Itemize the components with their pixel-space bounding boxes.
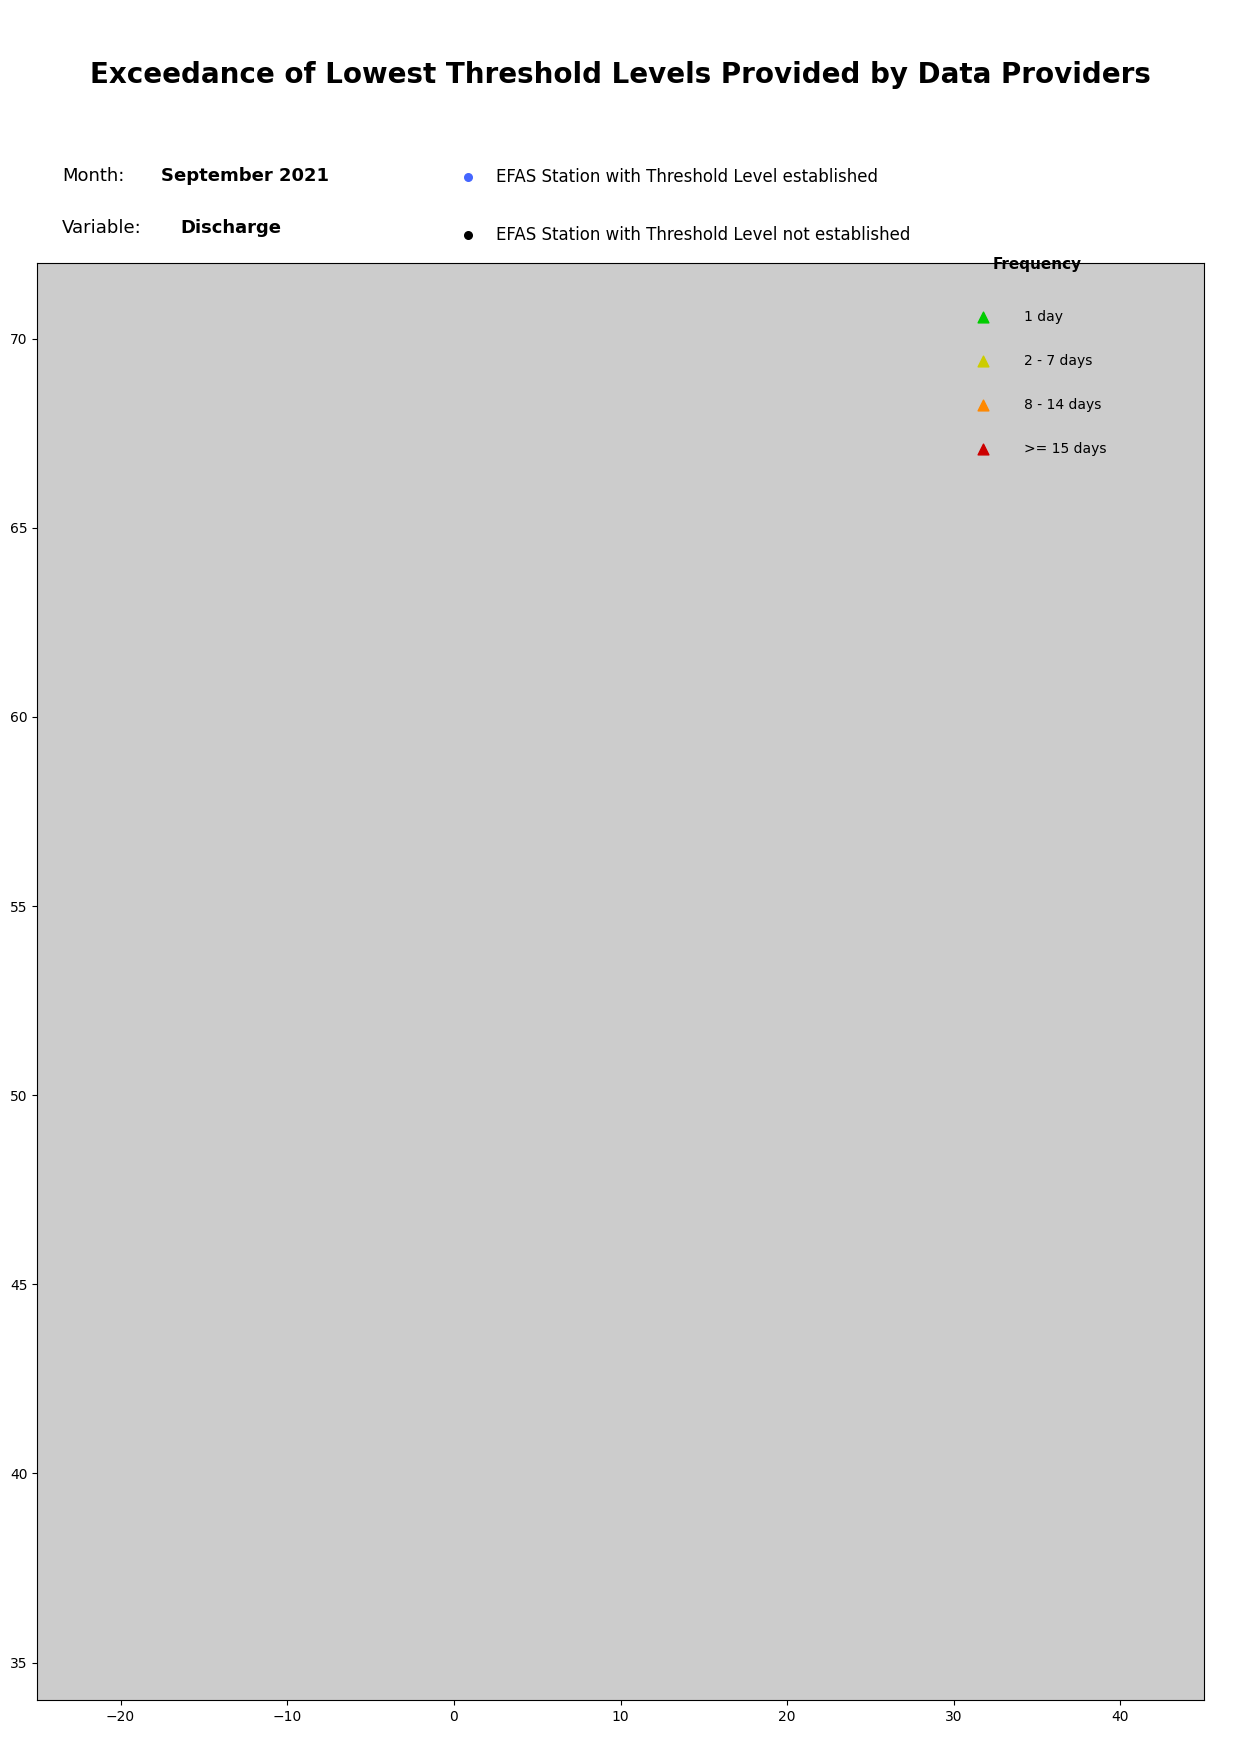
Point <box>459 163 479 191</box>
Text: Discharge: Discharge <box>180 219 280 237</box>
Point <box>973 303 993 331</box>
Text: EFAS Station with Threshold Level established: EFAS Station with Threshold Level establ… <box>496 168 879 186</box>
Text: Exceedance of Lowest Threshold Levels Provided by Data Providers: Exceedance of Lowest Threshold Levels Pr… <box>91 61 1150 89</box>
Text: >= 15 days: >= 15 days <box>1024 442 1106 456</box>
Text: Month:: Month: <box>62 167 124 184</box>
Text: September 2021: September 2021 <box>161 167 329 184</box>
Text: Frequency: Frequency <box>993 256 1082 272</box>
Text: 2 - 7 days: 2 - 7 days <box>1024 354 1092 368</box>
Point <box>973 347 993 375</box>
Point <box>973 391 993 419</box>
Text: Variable:: Variable: <box>62 219 141 237</box>
Text: 8 - 14 days: 8 - 14 days <box>1024 398 1101 412</box>
Point <box>459 221 479 249</box>
Text: 1 day: 1 day <box>1024 310 1062 324</box>
Text: EFAS Station with Threshold Level not established: EFAS Station with Threshold Level not es… <box>496 226 911 244</box>
Point <box>973 435 993 463</box>
